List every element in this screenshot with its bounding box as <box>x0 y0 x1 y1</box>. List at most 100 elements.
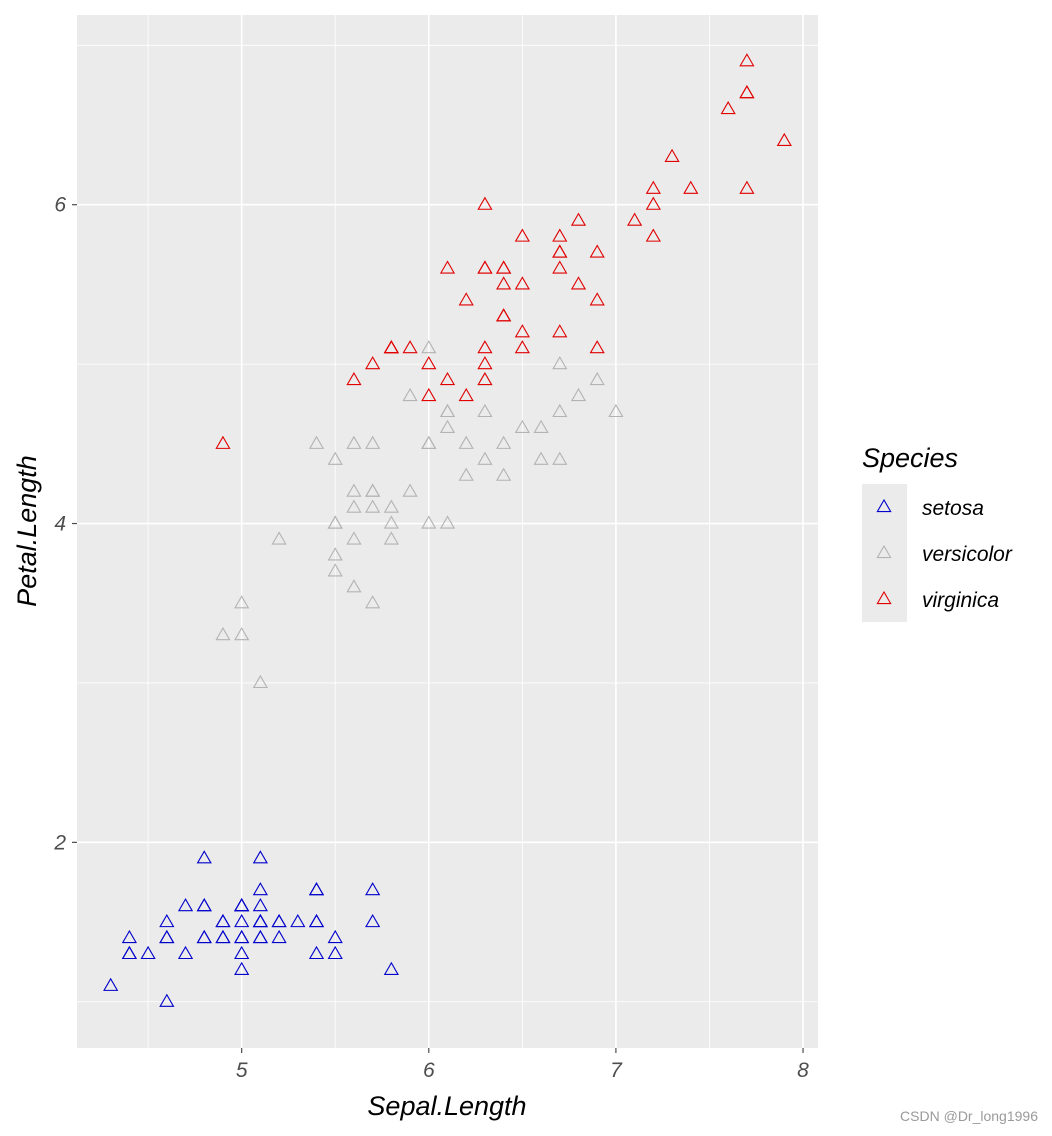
data-point-setosa <box>308 913 325 928</box>
data-point-setosa <box>271 929 287 944</box>
data-point-versicolor <box>533 451 549 465</box>
x-tick-label: 7 <box>610 1059 623 1082</box>
data-point-versicolor <box>271 531 287 545</box>
data-point-virginica <box>627 212 643 226</box>
legend-label-setosa: setosa <box>922 497 984 520</box>
data-point-setosa <box>234 945 250 960</box>
watermark: CSDN @Dr_long1996 <box>900 1108 1038 1124</box>
data-points <box>103 53 792 1007</box>
data-point-virginica <box>458 387 474 402</box>
data-point-versicolor <box>327 547 343 561</box>
x-tick-label: 6 <box>423 1059 435 1082</box>
major-grid <box>77 15 818 1048</box>
data-point-setosa <box>383 961 399 975</box>
data-point-setosa <box>234 898 250 912</box>
data-point-versicolor <box>365 435 381 449</box>
data-point-versicolor <box>552 356 568 370</box>
data-point-virginica <box>645 196 661 210</box>
data-point-versicolor <box>308 435 325 449</box>
data-point-versicolor <box>458 467 474 481</box>
data-point-versicolor <box>365 595 381 609</box>
x-axis-title: Sepal.Length <box>367 1091 526 1121</box>
data-point-setosa <box>308 945 325 960</box>
data-point-setosa <box>234 913 250 928</box>
legend-label-virginica: virginica <box>922 589 999 612</box>
data-point-setosa <box>215 929 231 944</box>
data-point-versicolor <box>327 515 343 529</box>
data-point-versicolor <box>570 387 587 402</box>
data-point-versicolor <box>421 435 437 449</box>
y-tick-label: 4 <box>54 513 66 536</box>
x-tick-label: 8 <box>797 1059 809 1082</box>
data-point-versicolor <box>346 579 362 593</box>
data-point-setosa <box>177 898 194 912</box>
data-point-setosa <box>215 913 231 928</box>
data-point-virginica <box>720 100 736 115</box>
data-point-setosa <box>140 945 156 960</box>
data-point-virginica <box>514 276 530 290</box>
data-point-versicolor <box>477 451 493 465</box>
data-point-versicolor <box>383 499 399 513</box>
data-point-virginica <box>477 371 493 386</box>
data-point-versicolor <box>383 531 399 545</box>
data-point-versicolor <box>514 419 530 433</box>
data-point-versicolor <box>552 403 568 418</box>
data-point-virginica <box>439 260 456 274</box>
data-point-versicolor <box>533 419 549 433</box>
legend-title: Species <box>862 443 958 473</box>
legend-key-virginica <box>876 590 892 605</box>
data-point-virginica <box>739 180 755 194</box>
y-tick-label: 2 <box>53 831 66 854</box>
data-point-versicolor <box>365 499 381 513</box>
data-point-virginica <box>383 340 399 354</box>
x-tick-label: 5 <box>236 1059 248 1082</box>
data-point-setosa <box>121 945 137 960</box>
data-point-virginica <box>645 228 661 242</box>
data-point-virginica <box>514 228 530 242</box>
data-point-versicolor <box>327 563 343 577</box>
data-point-versicolor <box>215 627 231 641</box>
data-point-setosa <box>234 929 250 944</box>
data-point-versicolor <box>439 403 456 418</box>
data-point-versicolor <box>346 531 362 545</box>
data-point-versicolor <box>327 451 343 465</box>
data-point-setosa <box>252 898 268 912</box>
data-point-versicolor <box>458 435 474 449</box>
y-axis-title: Petal.Length <box>12 455 42 607</box>
data-point-versicolor <box>496 467 512 481</box>
legend-key-versicolor <box>876 544 892 559</box>
data-point-versicolor <box>234 595 250 609</box>
data-point-versicolor <box>589 371 605 386</box>
data-point-virginica <box>402 340 418 354</box>
data-point-setosa <box>327 929 343 944</box>
data-point-versicolor <box>496 435 512 449</box>
data-point-setosa <box>234 961 250 975</box>
plot-panel <box>77 15 818 1048</box>
data-point-virginica <box>739 85 755 99</box>
data-point-setosa <box>365 913 381 928</box>
minor-grid <box>77 15 818 1048</box>
data-point-versicolor <box>402 483 418 497</box>
data-point-setosa <box>159 929 175 944</box>
data-point-virginica <box>421 356 437 370</box>
data-point-versicolor <box>346 435 362 449</box>
data-point-virginica <box>477 260 493 274</box>
data-point-setosa <box>252 850 268 864</box>
data-point-versicolor <box>439 419 456 433</box>
data-point-versicolor <box>346 483 362 497</box>
data-point-virginica <box>421 387 437 402</box>
data-point-versicolor <box>477 403 493 418</box>
legend: Species setosa versicolor virginica <box>862 443 1013 622</box>
data-point-virginica <box>439 371 456 386</box>
data-point-setosa <box>177 945 194 960</box>
legend-key-background <box>862 484 907 622</box>
data-point-virginica <box>477 356 493 370</box>
data-point-virginica <box>645 180 661 194</box>
data-point-setosa <box>290 913 306 928</box>
data-point-versicolor <box>252 674 268 689</box>
data-point-virginica <box>458 292 474 306</box>
data-point-versicolor <box>439 515 456 529</box>
data-point-versicolor <box>383 515 399 529</box>
data-point-setosa <box>252 913 268 928</box>
data-point-virginica <box>477 196 493 210</box>
